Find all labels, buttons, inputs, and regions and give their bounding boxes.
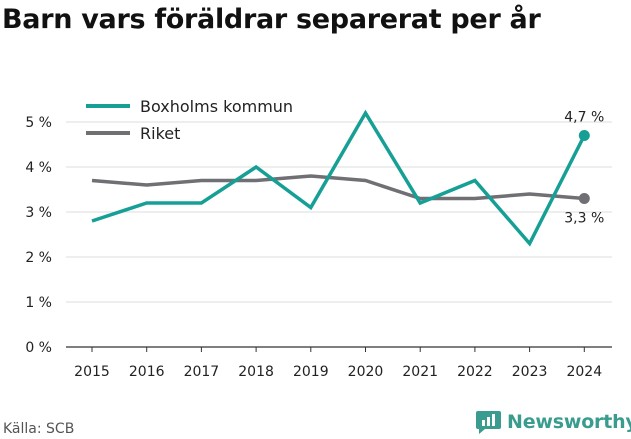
series-lines bbox=[91, 109, 590, 247]
series-end-point bbox=[578, 193, 590, 204]
x-tick-label: 2018 bbox=[238, 364, 274, 380]
source-note: Källa: SCB bbox=[3, 421, 75, 437]
brand-logo: Newsworthy bbox=[476, 408, 631, 435]
x-tick-label: 2021 bbox=[402, 364, 438, 380]
x-tick-label: 2023 bbox=[512, 364, 548, 380]
y-tick-label: 4 % bbox=[25, 160, 52, 176]
brand-name: Newsworthy bbox=[507, 410, 631, 433]
newsworthy-logo-icon bbox=[476, 411, 501, 434]
end-label-boxholm: 4,7 % bbox=[564, 110, 604, 126]
y-tick-label: 3 % bbox=[25, 205, 52, 221]
x-axis: 2015 2016 2017 2018 2019 2020 2021 2022 2023 2024 bbox=[66, 346, 612, 380]
x-tick-label: 2015 bbox=[74, 364, 110, 380]
series-line-boxholm bbox=[91, 109, 586, 247]
chart-title: Barn vars föräldrar separerat per år bbox=[2, 4, 541, 35]
y-tick-label: 1 % bbox=[25, 295, 52, 311]
x-tick-label: 2017 bbox=[184, 364, 220, 380]
x-tick-label: 2024 bbox=[566, 364, 602, 380]
x-tick-label: 2019 bbox=[293, 364, 329, 380]
series-line-riket bbox=[91, 174, 585, 201]
end-label-riket: 3,3 % bbox=[564, 211, 604, 227]
end-labels: 4,7 % 3,3 % bbox=[564, 110, 604, 227]
y-axis-ticks: 0 % 1 % 2 % 3 % 4 % 5 % bbox=[25, 115, 52, 356]
y-tick-label: 2 % bbox=[25, 250, 52, 266]
y-tick-label: 5 % bbox=[25, 115, 52, 131]
legend: Boxholms kommun Riket bbox=[86, 97, 293, 143]
x-tick-label: 2016 bbox=[129, 364, 165, 380]
legend-label: Boxholms kommun bbox=[140, 97, 293, 116]
x-tick-label: 2022 bbox=[457, 364, 493, 380]
x-tick-label: 2020 bbox=[348, 364, 384, 380]
gridlines bbox=[66, 121, 612, 303]
legend-label: Riket bbox=[140, 124, 180, 143]
y-tick-label: 0 % bbox=[25, 340, 52, 356]
series-end-point bbox=[578, 130, 590, 141]
